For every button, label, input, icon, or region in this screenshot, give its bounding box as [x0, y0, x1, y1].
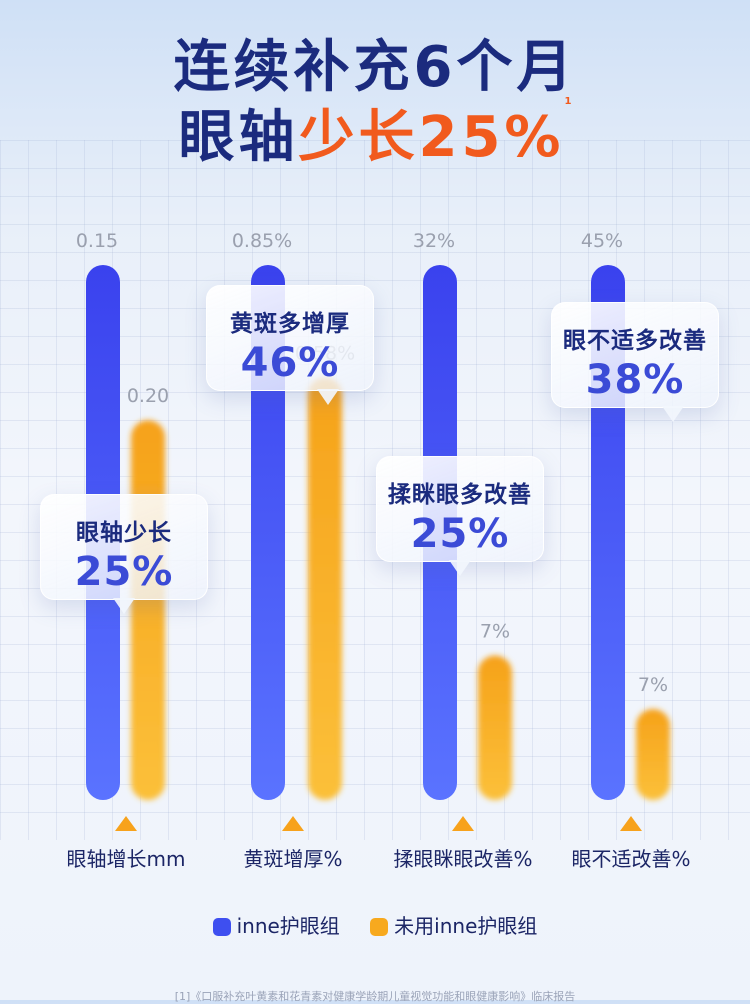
- callout-value: 46%: [240, 340, 340, 386]
- category-marker-2: [452, 816, 474, 831]
- headline-line1: 连续补充6个月: [173, 35, 577, 100]
- callout-eye-discomfort: 眼不适多改善 38%: [551, 302, 719, 422]
- headline-prefix: 眼轴: [178, 105, 299, 170]
- category-label-3: 眼不适改善%: [571, 847, 690, 871]
- category-label-0: 眼轴增长mm: [67, 847, 186, 871]
- value-label-inne-1: 0.85%: [232, 230, 292, 252]
- bar-control-2: [478, 655, 512, 800]
- callout-label: 眼轴少长: [76, 520, 172, 546]
- callout-value: 38%: [585, 357, 685, 403]
- category-marker-3: [620, 816, 642, 831]
- legend-item-inne: inne护眼组: [212, 910, 340, 939]
- bar-control-1: [308, 377, 342, 800]
- callout-label: 眼不适多改善: [563, 328, 707, 354]
- callout-value: 25%: [74, 549, 174, 595]
- callout-label: 揉眯眼多改善: [388, 482, 532, 508]
- legend-label-control: 未用inne护眼组: [394, 914, 538, 938]
- value-label-control-0: 0.20: [127, 385, 169, 407]
- bar-control-3: [636, 709, 670, 800]
- legend-label-inne: inne护眼组: [236, 914, 340, 938]
- category-label-2: 揉眼眯眼改善%: [393, 847, 532, 871]
- callout-eye-rubbing: 揉眯眼多改善 25%: [376, 456, 544, 576]
- footnote-marker: 1: [564, 96, 572, 107]
- chart-legend: inne护眼组 未用inne护眼组: [0, 910, 750, 939]
- category-marker-0: [115, 816, 137, 831]
- bar-control-0: [131, 420, 165, 800]
- value-label-inne-2: 32%: [413, 230, 455, 252]
- value-label-inne-0: 0.15: [76, 230, 118, 252]
- callout-macular: 黄斑多增厚 46%: [206, 285, 374, 405]
- headline-line2: 眼轴少长25%1: [0, 92, 750, 173]
- callout-axial-length: 眼轴少长 25%: [40, 494, 208, 614]
- category-label-1: 黄斑增厚%: [243, 847, 342, 871]
- legend-item-control: 未用inne护眼组: [370, 910, 537, 939]
- callout-value: 25%: [410, 511, 510, 557]
- category-marker-1: [282, 816, 304, 831]
- footnote: [1]《口服补充叶黄素和花青素对健康学龄期儿童视觉功能和眼健康影响》临床报告: [174, 990, 576, 1003]
- bar-inne-1: [251, 265, 285, 800]
- callout-label: 黄斑多增厚: [230, 311, 350, 337]
- legend-swatch-blue: [212, 918, 231, 936]
- headline-highlight: 少长25%: [298, 105, 565, 170]
- value-label-inne-3: 45%: [581, 230, 623, 252]
- value-label-control-3: 7%: [638, 674, 668, 696]
- value-label-control-2: 7%: [480, 621, 510, 643]
- labels-layer: 0.150.20眼轴增长mm0.85%0.58%黄斑增厚%32%7%揉眼眯眼改善…: [67, 230, 691, 871]
- legend-swatch-orange: [370, 918, 389, 936]
